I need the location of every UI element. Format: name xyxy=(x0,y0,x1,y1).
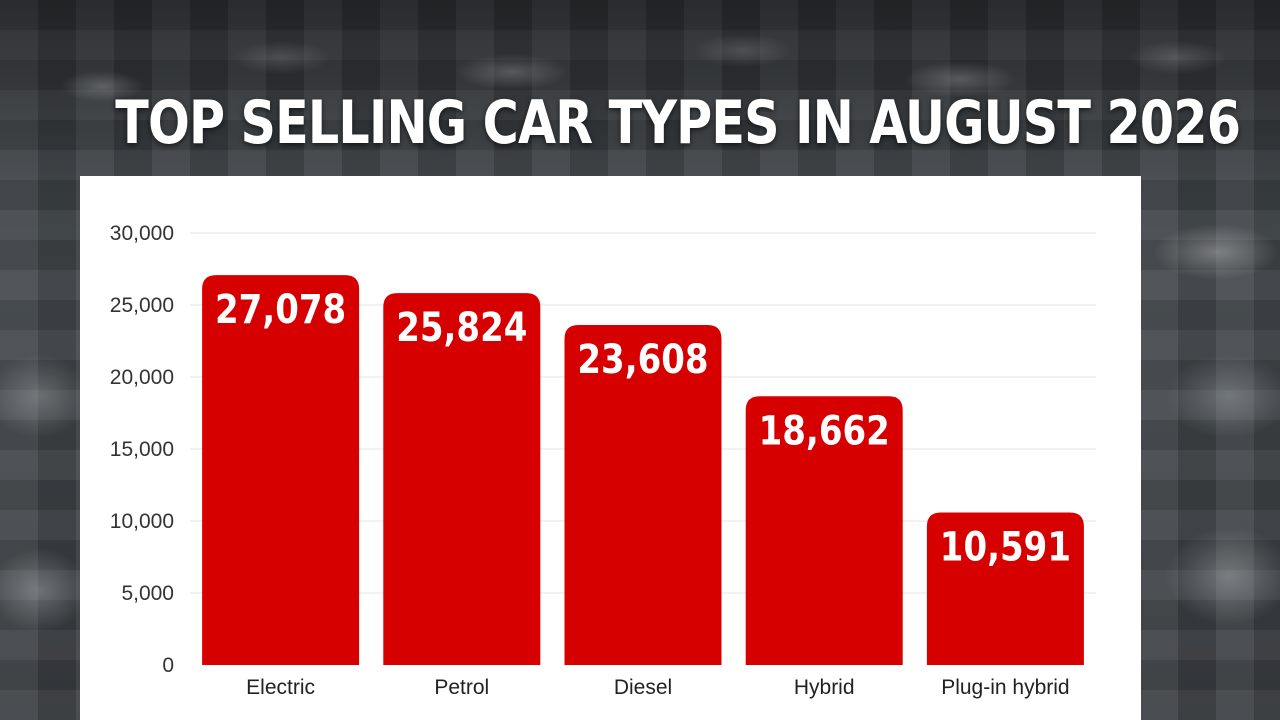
bar-value-label: 25,824 xyxy=(396,304,527,350)
bar-diesel xyxy=(564,325,722,665)
x-category-label: Petrol xyxy=(434,676,489,699)
bar-value-label: 10,591 xyxy=(940,524,1071,570)
y-tick-label: 0 xyxy=(162,654,174,677)
bar-value-label: 23,608 xyxy=(577,336,708,382)
value-labels: 27,078 25,824 23,608 18,662 10,591 xyxy=(215,286,1071,570)
bar-plug-in-hybrid xyxy=(926,512,1084,665)
bar-value-label: 27,078 xyxy=(215,286,346,332)
x-category-label: Diesel xyxy=(614,676,672,699)
x-category-label: Electric xyxy=(246,676,315,699)
y-tick-label: 30,000 xyxy=(110,222,174,245)
bar-electric xyxy=(202,275,360,665)
x-category-label: Plug-in hybrid xyxy=(941,676,1069,699)
x-axis-categories: Electric Petrol Diesel Hybrid Plug-in hybrid xyxy=(246,676,1069,699)
y-axis-ticks: 0 5,000 10,000 15,000 20,000 25,000 30,000 xyxy=(110,222,174,677)
y-tick-label: 15,000 xyxy=(110,438,174,461)
bar-chart: 0 5,000 10,000 15,000 20,000 25,000 30,000 27,… xyxy=(110,222,1096,699)
chart-panel: 0 5,000 10,000 15,000 20,000 25,000 30,000 27,… xyxy=(80,176,1141,720)
bars xyxy=(202,275,1084,665)
bar-hybrid xyxy=(745,396,903,665)
y-tick-label: 20,000 xyxy=(110,366,174,389)
x-category-label: Hybrid xyxy=(794,676,855,699)
y-tick-label: 10,000 xyxy=(110,510,174,533)
page-title: TOP SELLING CAR TYPES IN AUGUST 2026 xyxy=(115,88,1241,158)
y-tick-label: 5,000 xyxy=(121,582,174,605)
bar-petrol xyxy=(383,293,541,665)
bar-value-label: 18,662 xyxy=(759,408,890,454)
y-tick-label: 25,000 xyxy=(110,294,174,317)
